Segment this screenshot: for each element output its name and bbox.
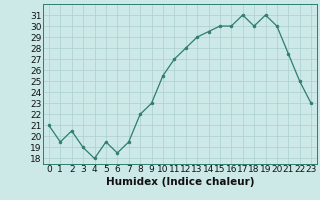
X-axis label: Humidex (Indice chaleur): Humidex (Indice chaleur) — [106, 177, 254, 187]
